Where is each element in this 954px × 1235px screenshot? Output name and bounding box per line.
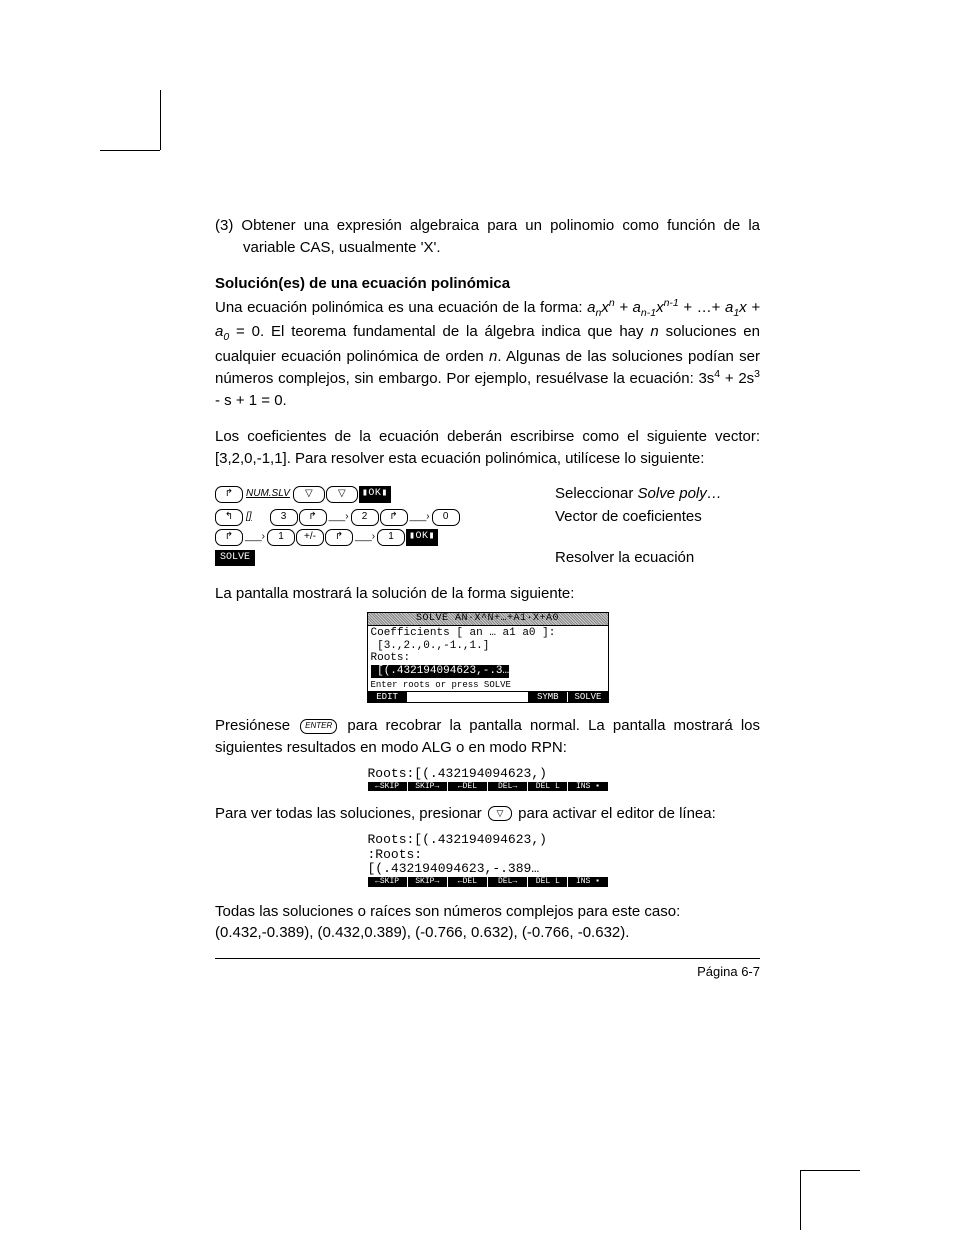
crop-mark (800, 1170, 801, 1230)
menu-item: INS ▪ (568, 877, 607, 886)
text: ___› (354, 530, 376, 545)
paragraph: Para ver todas las soluciones, presionar… (215, 803, 760, 825)
divider (215, 958, 760, 959)
menu-item: ←DEL (448, 782, 488, 791)
screen-title: SOLVE AN·X^N+…+A1·X+A0 (368, 613, 608, 626)
paragraph: La pantalla mostrará la solución de la f… (215, 583, 760, 605)
section-heading: Solución(es) de una ecuación polinómica (215, 273, 760, 295)
page-footer: Página 6-7 (215, 963, 760, 982)
paragraph: Una ecuación polinómica es una ecuación … (215, 296, 760, 412)
text: ___› (244, 530, 266, 545)
screen-line: Roots:[(.432194094623,) (368, 767, 608, 782)
text: ___› (328, 510, 350, 525)
ok-softkey: ▮OK▮ (406, 529, 438, 546)
digit-key: 3 (270, 509, 298, 526)
crop-mark (800, 1170, 860, 1171)
menu-item: INS ▪ (568, 782, 607, 791)
ok-softkey: ▮OK▮ (359, 486, 391, 503)
menu-item: DEL→ (488, 782, 528, 791)
menu-item: DEL L (528, 782, 568, 791)
menu-item: ←SKIP (368, 782, 408, 791)
menu-item: SOLVE (568, 692, 607, 702)
enter-key: ENTER (300, 719, 337, 734)
step-desc: Seleccionar Solve poly… (555, 483, 722, 505)
menu-item: SKIP→ (408, 877, 448, 886)
text: ___› (409, 510, 431, 525)
text: El teorema fundamental de la álgebra ind… (264, 323, 650, 340)
list-item-3: (3) Obtener una expresión algebraica par… (215, 215, 760, 259)
menu-item (448, 692, 488, 702)
digit-key: 2 (351, 509, 379, 526)
page-content: (3) Obtener una expresión algebraica par… (215, 215, 760, 982)
down-key: ▽ (488, 806, 512, 821)
plusminus-key: +/- (296, 529, 324, 546)
screen-menu: ←SKIP SKIP→ ←DEL DEL→ DEL L INS ▪ (368, 877, 608, 886)
left-shift-key: ↰ (215, 509, 243, 526)
digit-key: 1 (377, 529, 405, 546)
crop-mark (160, 90, 161, 150)
text: para activar el editor de línea: (514, 805, 716, 822)
menu-item (408, 692, 448, 702)
menu-item: SKIP→ (408, 782, 448, 791)
text: Presiónese (215, 717, 298, 734)
right-shift-key: ↱ (299, 509, 327, 526)
menu-item: DEL L (528, 877, 568, 886)
paragraph: (0.432,-0.389), (0.432,0.389), (-0.766, … (215, 922, 760, 944)
calculator-screen: Roots:[(.432194094623,) :Roots: [(.43219… (368, 833, 608, 887)
screen-line: Coefficients [ an … a1 a0 ]: (371, 627, 605, 640)
menu-item: EDIT (368, 692, 408, 702)
screen-line: :Roots: (368, 848, 608, 863)
text: Una ecuación polinómica es una ecuación … (215, 299, 587, 316)
text: - s + 1 = 0. (215, 392, 287, 409)
bracket-key: [] (244, 510, 254, 525)
text: + …+ (679, 299, 725, 316)
text: = 0. (229, 323, 264, 340)
screen-line: [3.,2.,0.,-1.,1.] (371, 640, 605, 653)
screen-menu: EDIT SYMB SOLVE (368, 691, 608, 702)
text: + 2s (720, 370, 754, 387)
screen-line: Roots:[(.432194094623,) (368, 833, 608, 848)
right-shift-key: ↱ (215, 486, 243, 503)
key-sequence: ↱ NUM.SLV ▽ ▽ ▮OK▮ Seleccionar Solve pol… (215, 483, 760, 568)
paragraph: Los coeficientes de la ecuación deberán … (215, 426, 760, 470)
paragraph: Todas las soluciones o raíces son número… (215, 901, 760, 923)
down-key: ▽ (326, 486, 358, 503)
text: Para ver todas las soluciones, presionar (215, 805, 486, 822)
digit-key: 0 (432, 509, 460, 526)
menu-item: ←DEL (448, 877, 488, 886)
step-desc: Vector de coeficientes (555, 506, 702, 528)
crop-mark (100, 150, 160, 151)
text: Solve poly… (638, 485, 722, 502)
solve-softkey: SOLVE (215, 550, 255, 567)
screen-line: Enter roots or press SOLVE (371, 680, 605, 690)
text: Seleccionar (555, 485, 638, 502)
screen-line-hi: [(.432194094623,-.3… (371, 665, 510, 678)
down-key: ▽ (293, 486, 325, 503)
calculator-screen: SOLVE AN·X^N+…+A1·X+A0 Coefficients [ an… (367, 612, 609, 703)
right-shift-key: ↱ (325, 529, 353, 546)
screen-menu: ←SKIP SKIP→ ←DEL DEL→ DEL L INS ▪ (368, 782, 608, 791)
menu-item: DEL→ (488, 877, 528, 886)
calculator-screen: Roots:[(.432194094623,) ←SKIP SKIP→ ←DEL… (368, 767, 608, 791)
menu-item: SYMB (528, 692, 568, 702)
digit-key: 1 (267, 529, 295, 546)
numslv-key: NUM.SLV (244, 487, 292, 502)
screen-line: [(.432194094623,-.389… (368, 862, 608, 877)
screen-line: Roots: (371, 652, 605, 665)
paragraph: Presiónese ENTER para recobrar la pantal… (215, 715, 760, 759)
menu-item (488, 692, 528, 702)
menu-item: ←SKIP (368, 877, 408, 886)
step-desc: Resolver la ecuación (555, 547, 694, 569)
right-shift-key: ↱ (380, 509, 408, 526)
right-shift-key: ↱ (215, 529, 243, 546)
